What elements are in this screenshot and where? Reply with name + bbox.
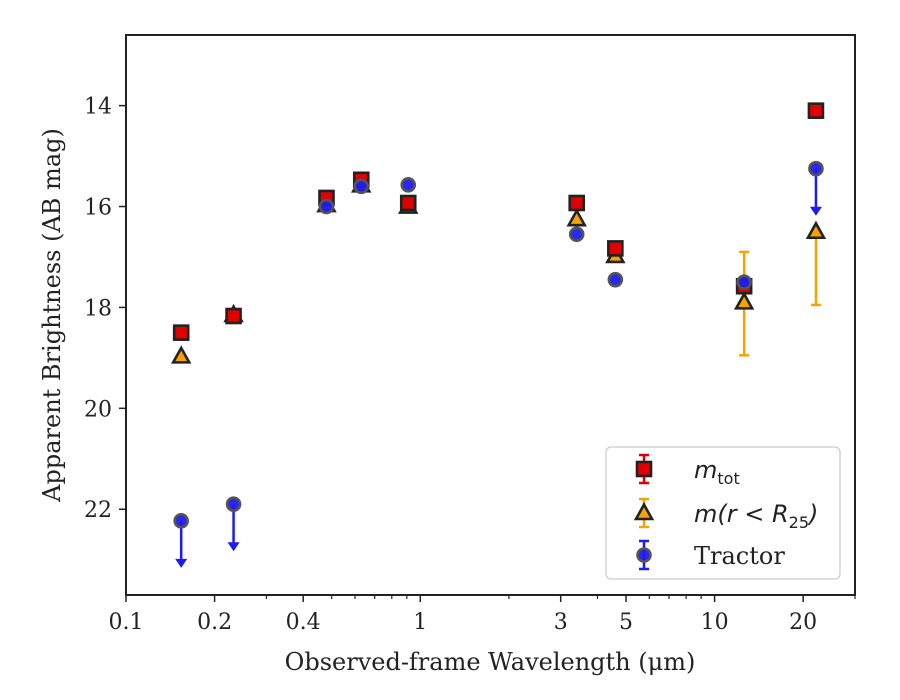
x-tick-label: 0.2 <box>197 610 232 635</box>
tractor-point <box>568 226 585 243</box>
mtot-point <box>635 460 653 478</box>
upper-limit-arrowhead <box>175 558 188 568</box>
mtot-point <box>607 240 624 257</box>
x-tick-label: 0.1 <box>109 610 144 635</box>
series-mr25 <box>170 174 827 364</box>
legend-label: mtot <box>694 456 740 488</box>
tractor-point <box>353 178 370 195</box>
tractor-point <box>318 198 335 215</box>
upper-limit-arrowhead <box>809 206 822 216</box>
mr25-point <box>170 345 192 364</box>
plot-frame <box>125 34 856 596</box>
tractor-point <box>636 547 652 563</box>
mtot-point <box>225 307 242 325</box>
tractor-point <box>225 496 242 512</box>
y-tick-label: 18 <box>84 296 112 321</box>
mr25-point <box>566 208 587 227</box>
x-tick-label: 10 <box>701 610 729 635</box>
x-axis-label: Observed-frame Wavelength (μm) <box>285 648 696 676</box>
y-tick-label: 22 <box>84 498 112 523</box>
x-tick-label: 0.4 <box>286 610 321 635</box>
tractor-point <box>173 513 189 529</box>
mr25-point <box>733 291 755 310</box>
legend-label-subscript: tot <box>717 469 739 488</box>
legend-item: m(r < R25) <box>633 497 818 532</box>
legend-label-base: m(r < R <box>694 500 789 528</box>
y-tick-label: 14 <box>84 95 112 120</box>
y-axis-label: Apparent Brightness (AB mag) <box>38 128 66 503</box>
axis-ticks: 0.1 0.2 0.4 1 3 5 10 20 14 16 18 20 22 <box>84 95 856 635</box>
mtot-point <box>807 102 825 119</box>
x-tick-label: 5 <box>619 610 633 635</box>
y-tick-label: 20 <box>84 397 112 422</box>
x-tick-label: 1 <box>413 610 427 635</box>
legend-label-base: m <box>694 456 717 484</box>
legend-item: mtot <box>635 453 740 488</box>
mr25-point <box>633 501 655 521</box>
tractor-point <box>400 177 417 193</box>
tractor-point <box>736 274 752 291</box>
legend-box <box>605 446 841 580</box>
mr25-point <box>805 220 827 240</box>
data-marks <box>170 102 827 568</box>
legend-label-tail: ) <box>807 500 818 528</box>
legend-label: m(r < R25) <box>694 500 818 532</box>
legend-label-subscript: 25 <box>789 513 809 532</box>
legend-label: Tractor <box>694 542 785 570</box>
tractor-point <box>607 271 624 288</box>
y-tick-label: 16 <box>84 196 112 221</box>
upper-limit-arrowhead <box>227 542 240 552</box>
mtot-point <box>568 194 586 212</box>
x-tick-label: 20 <box>789 610 817 635</box>
legend-item: Tractor <box>636 539 785 571</box>
tractor-point <box>808 160 824 177</box>
series-mtot <box>172 102 825 341</box>
x-tick-label: 3 <box>554 610 568 635</box>
mtot-point <box>172 324 190 341</box>
legend: mtot m(r < R25) Tractor <box>605 446 841 580</box>
series-tractor <box>173 160 824 568</box>
mtot-point <box>399 194 417 212</box>
